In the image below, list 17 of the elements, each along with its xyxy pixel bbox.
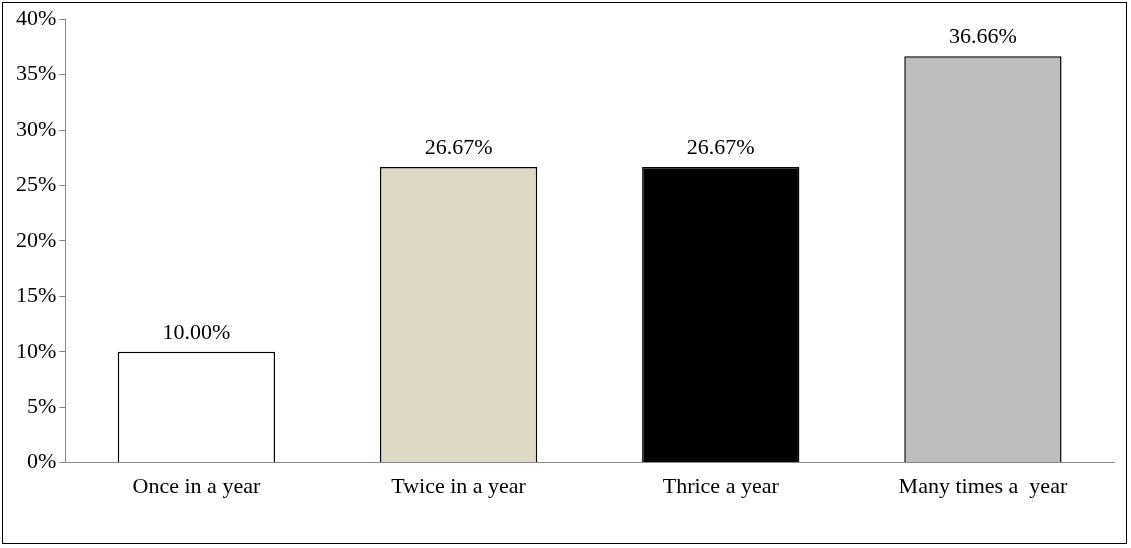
y-tick-label: 5% xyxy=(27,392,57,418)
y-tick-label: 35% xyxy=(16,60,57,86)
data-label: 36.66% xyxy=(949,23,1017,49)
y-tick-label: 0% xyxy=(27,448,57,474)
y-tick-label: 30% xyxy=(16,115,57,141)
x-tick-label: Once in a year xyxy=(132,472,261,498)
y-tick-label: 20% xyxy=(16,226,57,252)
y-tick-label: 15% xyxy=(16,282,57,308)
x-tick-label: Many times a year xyxy=(898,472,1068,498)
y-tick-label: 40% xyxy=(16,4,57,30)
x-tick-label: Thrice a year xyxy=(662,472,780,498)
data-label: 26.67% xyxy=(686,133,755,159)
data-label: 10.00% xyxy=(162,318,231,344)
x-tick-label: Twice in a year xyxy=(391,472,527,498)
y-tick-label: 25% xyxy=(16,171,57,197)
y-tick-label: 10% xyxy=(16,337,57,363)
data-label: 26.67% xyxy=(424,133,493,159)
